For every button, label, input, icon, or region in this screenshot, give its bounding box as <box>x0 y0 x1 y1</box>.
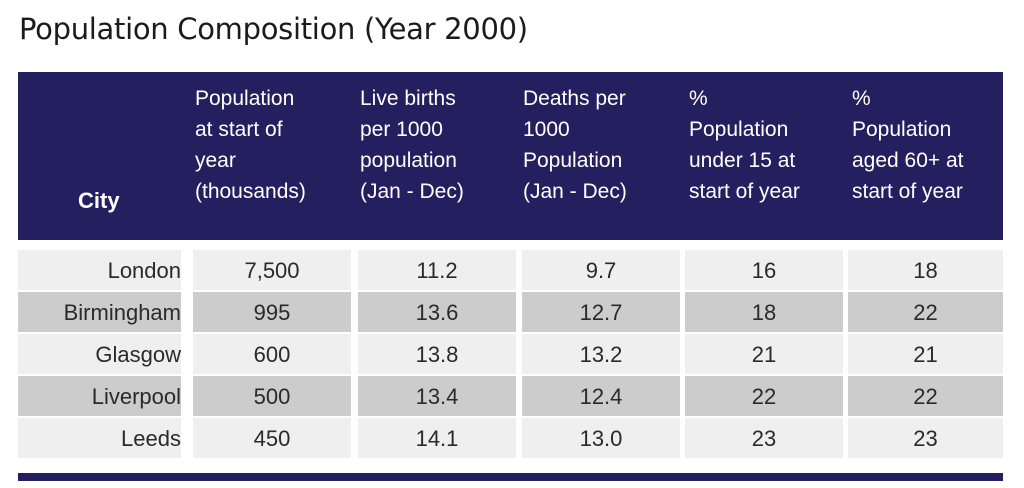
city-name-cell: Birmingham <box>18 292 181 332</box>
column-header-0: City <box>18 72 181 240</box>
table-header: City Population at start of year (thousan… <box>18 72 1003 240</box>
table-cell: 22 <box>685 376 843 416</box>
table-cell: 22 <box>848 376 1003 416</box>
table-cell: 23 <box>848 418 1003 458</box>
table-cell: 13.4 <box>358 376 516 416</box>
column-header-label: City <box>78 188 120 213</box>
table-cell: 450 <box>193 418 351 458</box>
table-cell: 7,500 <box>193 250 351 290</box>
column-header-label: % Population aged 60+ at start of year <box>852 87 964 203</box>
column-header-1: Population at start of year (thousands) <box>195 72 353 240</box>
table-cell: 13.0 <box>522 418 680 458</box>
table-cell: 9.7 <box>522 250 680 290</box>
table-row: Leeds 450 14.1 13.0 23 23 <box>18 418 1003 460</box>
population-table: City Population at start of year (thousan… <box>18 72 1003 460</box>
chart-title: Population Composition (Year 2000) <box>19 12 528 46</box>
table-body: London 7,500 11.2 9.7 16 18 Birmingham 995 13.6 1… <box>18 250 1003 460</box>
table-cell: 22 <box>848 292 1003 332</box>
table-cell: 600 <box>193 334 351 374</box>
table-cell: 12.4 <box>522 376 680 416</box>
table-row: Glasgow 600 13.8 13.2 21 21 <box>18 334 1003 376</box>
table-footer-bar <box>18 473 1003 481</box>
table-cell: 12.7 <box>522 292 680 332</box>
city-name-cell: Liverpool <box>18 376 181 416</box>
table-cell: 18 <box>848 250 1003 290</box>
column-header-label: Live births per 1000 population (Jan - D… <box>360 87 464 203</box>
table-cell: 500 <box>193 376 351 416</box>
table-cell: 18 <box>685 292 843 332</box>
table-cell: 21 <box>848 334 1003 374</box>
table-row: Liverpool 500 13.4 12.4 22 22 <box>18 376 1003 418</box>
column-header-2: Live births per 1000 population (Jan - D… <box>360 72 518 240</box>
table-cell: 13.6 <box>358 292 516 332</box>
column-header-4: % Population under 15 at start of year <box>689 72 847 240</box>
table-cell: 13.8 <box>358 334 516 374</box>
table-cell: 16 <box>685 250 843 290</box>
column-header-label: % Population under 15 at start of year <box>689 87 800 203</box>
table-cell: 23 <box>685 418 843 458</box>
table-cell: 13.2 <box>522 334 680 374</box>
city-name-cell: Leeds <box>18 418 181 458</box>
column-header-label: Deaths per 1000 Population (Jan - Dec) <box>523 87 627 203</box>
table-row: Birmingham 995 13.6 12.7 18 22 <box>18 292 1003 334</box>
table-row: London 7,500 11.2 9.7 16 18 <box>18 250 1003 292</box>
column-header-label: Population at start of year (thousands) <box>195 87 306 203</box>
city-name-cell: London <box>18 250 181 290</box>
table-cell: 21 <box>685 334 843 374</box>
city-name-cell: Glasgow <box>18 334 181 374</box>
table-cell: 11.2 <box>358 250 516 290</box>
column-header-5: % Population aged 60+ at start of year <box>852 72 1007 240</box>
table-cell: 14.1 <box>358 418 516 458</box>
table-cell: 995 <box>193 292 351 332</box>
column-header-3: Deaths per 1000 Population (Jan - Dec) <box>523 72 681 240</box>
